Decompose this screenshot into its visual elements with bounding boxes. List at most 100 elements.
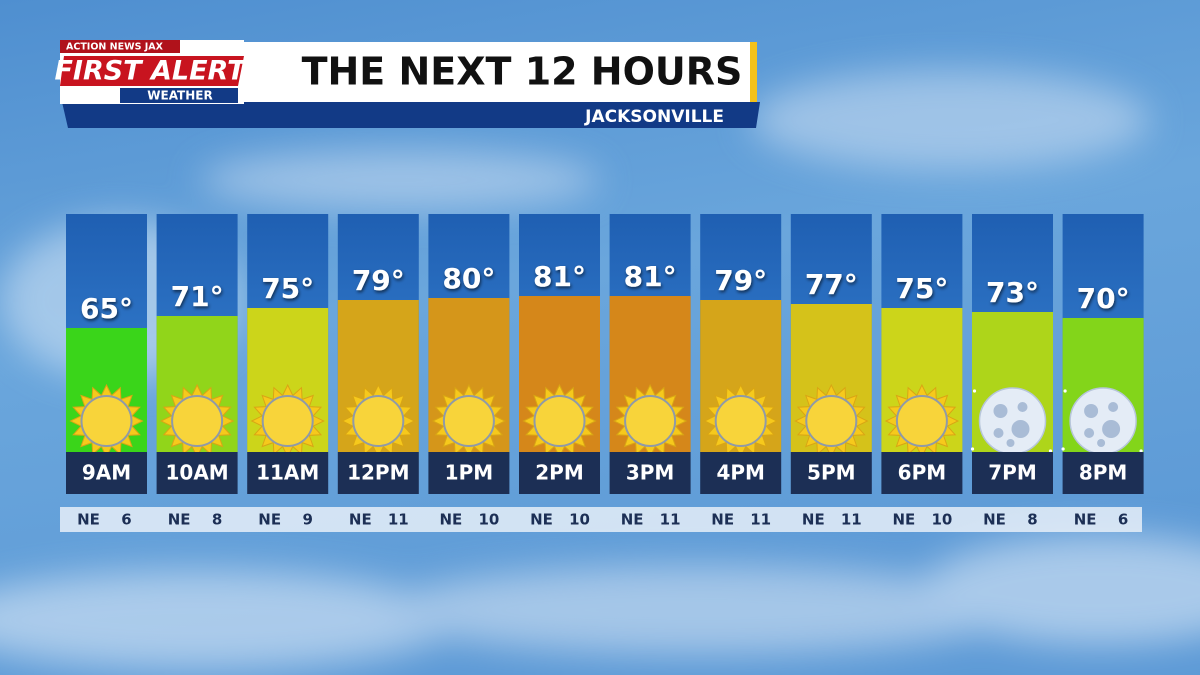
time-bg [700, 452, 782, 494]
wind-direction: NE [168, 511, 191, 529]
star [1063, 389, 1067, 393]
star [1139, 449, 1143, 453]
hour-column: 75° 11AM [247, 214, 329, 494]
wind-direction: NE [77, 511, 100, 529]
moon-crater [1011, 420, 1030, 438]
wind-speed: 11 [750, 511, 771, 529]
wind-speed: 11 [660, 511, 681, 529]
logo: ACTION NEWS JAX FIRST ALERT WEATHER [54, 40, 248, 104]
time-label: 10AM [165, 461, 228, 485]
wind-speed: 6 [121, 511, 131, 529]
hour-column: 81° 2PM [519, 214, 600, 494]
wind-direction: NE [1074, 511, 1097, 529]
temperature-label: 81° [533, 260, 586, 293]
temperature-label: 65° [80, 292, 133, 325]
hour-column: 79° 12PM [337, 214, 419, 494]
sun-disc [805, 395, 858, 447]
hour-column: 71° 10AM [156, 214, 238, 494]
wind-strip [60, 507, 1142, 532]
logo-main-bg [60, 56, 244, 86]
star [1048, 449, 1053, 453]
logo-main: FIRST ALERT [54, 56, 248, 87]
time-bg [609, 452, 691, 494]
time-label: 4PM [716, 461, 764, 485]
wind-direction: NE [892, 511, 915, 529]
time-label: 12PM [347, 461, 409, 485]
sun-disc [895, 395, 948, 447]
logo-bottom: WEATHER [147, 89, 212, 103]
temperature-label: 75° [895, 272, 948, 305]
title: THE NEXT 12 HOURS [302, 50, 743, 94]
wind-speed: 8 [1027, 511, 1037, 529]
moon-crater [1084, 428, 1095, 438]
title-banner [240, 42, 752, 102]
logo-top: ACTION NEWS JAX [66, 42, 164, 53]
wind-direction: NE [621, 511, 644, 529]
time-bg [428, 452, 510, 494]
sun-disc [171, 395, 224, 447]
logo-bottom-bg [120, 88, 238, 103]
star [970, 447, 975, 451]
time-label: 9AM [82, 461, 131, 485]
moon-crater [1084, 404, 1099, 418]
subtitle-bar [62, 102, 760, 128]
moon-crater [1108, 402, 1119, 412]
title-accent [750, 42, 757, 102]
time-label: 8PM [1079, 461, 1127, 485]
hour-column: 80° 1PM [428, 214, 510, 494]
time-label: 2PM [535, 461, 583, 485]
moon-crater [993, 404, 1008, 418]
sun-disc [442, 395, 495, 447]
time-bg [156, 452, 238, 494]
wind-direction: NE [711, 511, 734, 529]
time-label: 3PM [626, 461, 674, 485]
wind-direction: NE [258, 511, 281, 529]
time-label: 5PM [807, 461, 855, 485]
time-bg [881, 452, 963, 494]
sun-disc [533, 395, 586, 447]
time-label: 7PM [988, 461, 1036, 485]
wind-speed: 11 [841, 511, 862, 529]
temperature-label: 79° [714, 264, 767, 297]
wind-direction: NE [802, 511, 825, 529]
sun-disc [624, 395, 677, 447]
star [972, 389, 977, 393]
sun-disc [80, 395, 133, 447]
wind-speed: 10 [931, 511, 952, 529]
hour-column: 75° 6PM [881, 214, 963, 494]
time-bg [337, 452, 419, 494]
moon-crater [1102, 420, 1121, 438]
wind-direction: NE [530, 511, 553, 529]
temperature-label: 73° [986, 276, 1039, 309]
hour-column: 77° 5PM [790, 214, 872, 494]
wind-speed: 11 [388, 511, 409, 529]
logo-top-bg [60, 40, 180, 53]
time-label: 1PM [445, 461, 493, 485]
time-bg [972, 452, 1053, 494]
star [1061, 447, 1065, 451]
time-label: 11AM [256, 461, 319, 485]
time-bg [66, 452, 147, 494]
hour-column: 65° 9AM [66, 214, 147, 494]
wind-speed: 10 [478, 511, 499, 529]
time-bg [1062, 452, 1144, 494]
temperature-label: 80° [442, 262, 495, 295]
temperature-label: 75° [261, 272, 314, 305]
hour-column: 70° 8PM [1061, 214, 1144, 494]
moon-crater [993, 428, 1004, 438]
wind-speed: 6 [1118, 511, 1128, 529]
time-bg [519, 452, 600, 494]
temperature-label: 71° [171, 280, 224, 313]
time-bg [247, 452, 329, 494]
moon-crater [1097, 439, 1106, 447]
sun-disc [714, 395, 767, 447]
time-label: 6PM [898, 461, 946, 485]
temperature-label: 81° [624, 260, 677, 293]
sun-disc [261, 395, 314, 447]
wind-speed: 9 [302, 511, 312, 529]
temperature-label: 70° [1077, 282, 1130, 315]
wind-speed: 8 [212, 511, 222, 529]
hour-column: 81° 3PM [609, 214, 691, 494]
moon-crater [1006, 439, 1015, 447]
